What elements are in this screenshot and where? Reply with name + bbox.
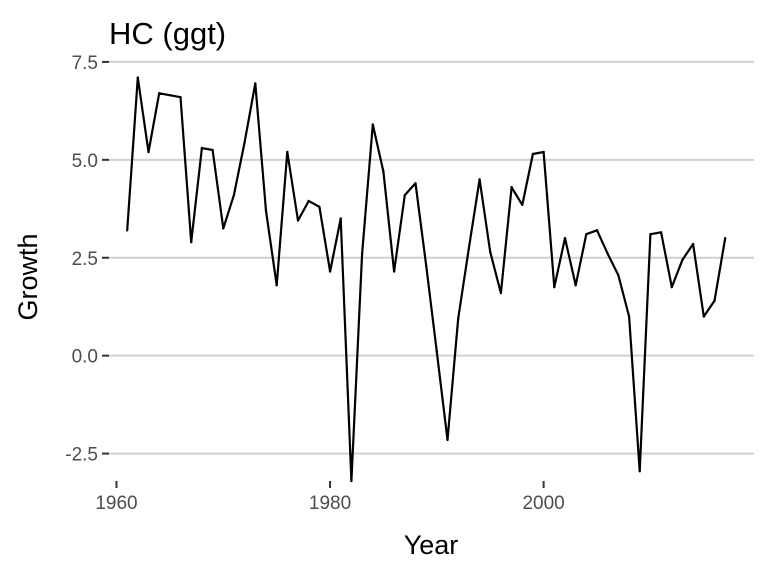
x-tick-label: 1960	[95, 493, 137, 514]
data-point: 1995: 2.65	[489, 250, 492, 254]
data-point: 1992: 0.95	[456, 317, 460, 320]
data-point: 1993: 2.75	[467, 246, 471, 250]
data-point: 1969: 5.25	[211, 148, 214, 152]
data-point: 1997: 4.3	[510, 186, 513, 189]
data-point: 1998: 3.85	[521, 203, 524, 207]
data-point: 1973: 6.95	[254, 82, 257, 85]
y-tick-label: 5.0	[72, 151, 98, 172]
data-point: 1964: 6.7	[157, 92, 161, 95]
data-point: 1962: 7.1	[136, 76, 140, 79]
data-point: 1983: 2.6	[360, 252, 364, 256]
data-point: 1978: 3.95	[307, 199, 310, 203]
data-point: 2016: 1.4	[713, 299, 716, 303]
data-point: 1977: 3.45	[296, 219, 300, 222]
data-point: 2005: 3.2	[595, 229, 599, 232]
gridlines	[109, 60, 754, 455]
data-point: 1961: 3.2	[125, 229, 129, 232]
data-point: 2001: 1.75	[553, 285, 556, 289]
data-point: 1967: 2.9	[190, 240, 193, 244]
data-point: 1999: 5.15	[531, 152, 535, 156]
data-point: 1979: 3.8	[318, 205, 321, 209]
data-point: 1976: 5.2	[286, 150, 289, 154]
data-point: 1991: -2.15	[446, 438, 449, 442]
x-tick-label: 1980	[309, 493, 351, 514]
data-point: 2011: 3.15	[659, 231, 663, 234]
data-point: 2006: 2.6	[606, 252, 609, 256]
y-tick-label: -2.5	[65, 445, 98, 466]
data-point: 2010: 3.1	[649, 233, 652, 236]
data-point: 1970: 3.25	[222, 227, 225, 230]
y-axis-title: Growth	[13, 233, 43, 320]
data-point: 1982: -3.2	[350, 479, 353, 483]
data-point: 1971: 4.1	[232, 193, 236, 197]
data-point: 1988: 4.4	[414, 182, 417, 185]
chart-title: HC (ggt)	[109, 16, 226, 51]
data-point: 1968: 5.3	[200, 146, 204, 150]
data-point: 2002: 3	[563, 236, 567, 240]
y-tick-label: 0.0	[72, 347, 98, 368]
data-point: 1974: 3.7	[264, 209, 268, 212]
data-point: 1996: 1.6	[499, 291, 503, 295]
data-point: 1987: 4.1	[403, 193, 407, 197]
data-point: 2009: -2.95	[638, 470, 641, 473]
x-tick-label: 2000	[522, 493, 564, 514]
data-point: 1975: 1.8	[275, 283, 278, 287]
data-point: 1981: 3.5	[339, 217, 342, 220]
data-point: 2017: 3	[723, 236, 727, 240]
data-point: 1980: 2.15	[328, 270, 332, 273]
data-point: 1985: 4.7	[382, 170, 385, 173]
data-point: 1963: 5.2	[147, 150, 150, 154]
data-point: 2015: 1	[702, 315, 706, 318]
x-axis-ticks: 1960 1980 2000	[95, 481, 565, 514]
data-point: 2004: 3.1	[585, 233, 588, 236]
y-tick-label: 2.5	[72, 249, 98, 270]
data-point: 1990: 0.1	[435, 350, 439, 353]
data-point: 2012: 1.75	[670, 285, 673, 289]
series-line	[126, 76, 727, 483]
y-axis-ticks: -2.5 0.0 2.5 5.0 7.5	[65, 53, 109, 466]
data-point: 1989: 2.3	[424, 264, 428, 267]
data-point: 2014: 2.85	[691, 242, 695, 246]
data-point: 2000: 5.2	[542, 150, 545, 154]
x-axis-title: Year	[404, 530, 459, 560]
data-point: 2003: 1.8	[574, 283, 577, 287]
series: 1961: 3.2 1962: 7.1 1963: 5.2 1964: 6.7 1965…	[125, 76, 727, 483]
y-tick-label: 7.5	[72, 53, 98, 74]
data-point: 2007: 2.05	[617, 274, 620, 277]
data-point: 2013: 2.45	[681, 258, 684, 261]
data-point: 2008: 1	[627, 315, 631, 318]
data-point: 1972: 5.45	[243, 141, 246, 144]
data-point: 1984: 5.9	[371, 123, 374, 126]
data-point: 1994: 4.5	[478, 178, 481, 181]
data-point: 1965: 6.65	[168, 94, 172, 97]
data-point: 1966: 6.6	[179, 95, 182, 99]
data-point: 1986: 2.15	[392, 270, 396, 273]
